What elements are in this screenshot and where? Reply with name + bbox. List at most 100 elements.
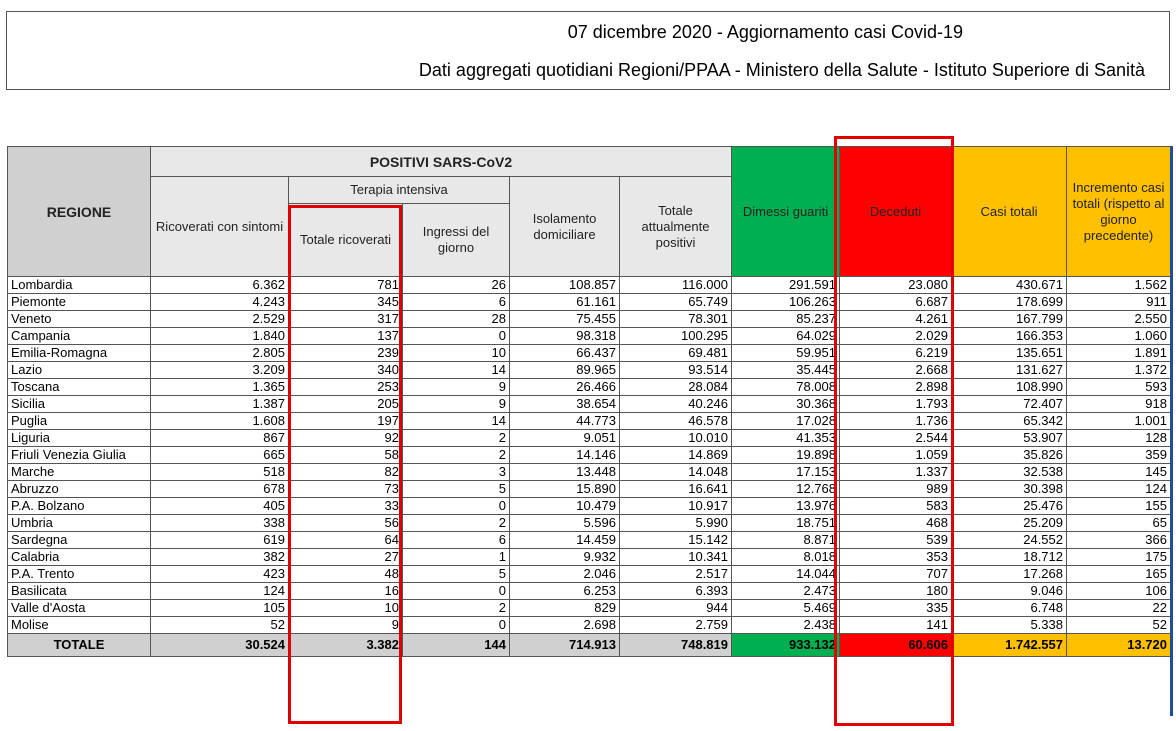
- cell-terapia: 82: [288, 463, 403, 481]
- header-casi: Casi totali: [951, 146, 1067, 277]
- cell-incremento: 918: [1066, 395, 1171, 413]
- cell-terapia: 64: [288, 531, 403, 549]
- cell-deceduti: 141: [839, 616, 952, 634]
- cell-ricoverati: 124: [150, 582, 289, 600]
- table-body: Lombardia 6.362 781 26 108.857 116.000 291.591…: [7, 276, 1171, 634]
- cell-casi: 25.476: [951, 497, 1067, 515]
- cell-positivi: 40.246: [619, 395, 732, 413]
- cell-dimessi: 30.368: [731, 395, 840, 413]
- cell-terapia: 33: [288, 497, 403, 515]
- cell-deceduti: 2.898: [839, 378, 952, 396]
- cell-regione: Friuli Venezia Giulia: [7, 446, 151, 464]
- cell-casi: 178.699: [951, 293, 1067, 311]
- cell-positivi: 78.301: [619, 310, 732, 328]
- cell-regione: Lazio: [7, 361, 151, 379]
- table-row: P.A. Bolzano 405 33 0 10.479 10.917 13.976 583 2…: [7, 497, 1171, 515]
- cell-deceduti: 6.687: [839, 293, 952, 311]
- cell-ingressi: 2: [402, 429, 510, 447]
- total-incremento: 13.720: [1066, 633, 1171, 657]
- table-row: Molise 52 9 0 2.698 2.759 2.438 141 5.338 52: [7, 616, 1171, 634]
- header-totale-positivi: Totale attualmente positivi: [619, 176, 732, 277]
- cell-dimessi: 19.898: [731, 446, 840, 464]
- cell-ricoverati: 678: [150, 480, 289, 498]
- cell-terapia: 48: [288, 565, 403, 583]
- cell-ingressi: 6: [402, 531, 510, 549]
- cell-isolamento: 9.051: [509, 429, 620, 447]
- cell-terapia: 27: [288, 548, 403, 566]
- cell-casi: 5.338: [951, 616, 1067, 634]
- cell-ricoverati: 338: [150, 514, 289, 532]
- total-terapia: 3.382: [288, 633, 403, 657]
- cell-incremento: 359: [1066, 446, 1171, 464]
- cell-deceduti: 707: [839, 565, 952, 583]
- cell-deceduti: 583: [839, 497, 952, 515]
- table-row: Campania 1.840 137 0 98.318 100.295 64.029 2.02…: [7, 327, 1171, 345]
- cell-regione: Piemonte: [7, 293, 151, 311]
- cell-positivi: 10.917: [619, 497, 732, 515]
- cell-deceduti: 1.337: [839, 463, 952, 481]
- cell-casi: 72.407: [951, 395, 1067, 413]
- cell-ricoverati: 105: [150, 599, 289, 617]
- cell-ingressi: 2: [402, 446, 510, 464]
- cell-ricoverati: 665: [150, 446, 289, 464]
- cell-incremento: 2.550: [1066, 310, 1171, 328]
- cell-dimessi: 12.768: [731, 480, 840, 498]
- table-row: Sardegna 619 64 6 14.459 15.142 8.871 539 24.552…: [7, 531, 1171, 549]
- header-ingressi: Ingressi del giorno: [402, 203, 510, 277]
- cell-positivi: 65.749: [619, 293, 732, 311]
- table-row: Toscana 1.365 253 9 26.466 28.084 78.008 2.898 1…: [7, 378, 1171, 396]
- header-regione: REGIONE: [7, 146, 151, 277]
- cell-ingressi: 26: [402, 276, 510, 294]
- cell-dimessi: 8.018: [731, 548, 840, 566]
- cell-regione: Liguria: [7, 429, 151, 447]
- table-row: Puglia 1.608 197 14 44.773 46.578 17.028 1.736 6…: [7, 412, 1171, 430]
- cell-deceduti: 353: [839, 548, 952, 566]
- cell-regione: Basilicata: [7, 582, 151, 600]
- cell-isolamento: 6.253: [509, 582, 620, 600]
- cell-casi: 131.627: [951, 361, 1067, 379]
- cell-positivi: 14.869: [619, 446, 732, 464]
- cell-terapia: 58: [288, 446, 403, 464]
- table-row: Liguria 867 92 2 9.051 10.010 41.353 2.544 53.90…: [7, 429, 1171, 447]
- cell-regione: Calabria: [7, 548, 151, 566]
- cell-casi: 65.342: [951, 412, 1067, 430]
- cell-ricoverati: 6.362: [150, 276, 289, 294]
- cell-ricoverati: 1.387: [150, 395, 289, 413]
- table-row: Lombardia 6.362 781 26 108.857 116.000 291.591…: [7, 276, 1171, 294]
- table-row: Piemonte 4.243 345 6 61.161 65.749 106.263 6.68…: [7, 293, 1171, 311]
- cell-regione: Campania: [7, 327, 151, 345]
- report-title: 07 dicembre 2020 - Aggiornamento casi Co…: [567, 22, 963, 42]
- cell-isolamento: 5.596: [509, 514, 620, 532]
- cell-deceduti: 2.544: [839, 429, 952, 447]
- cell-deceduti: 2.668: [839, 361, 952, 379]
- cell-incremento: 128: [1066, 429, 1171, 447]
- cell-regione: Sicilia: [7, 395, 151, 413]
- cell-terapia: 340: [288, 361, 403, 379]
- cell-incremento: 106: [1066, 582, 1171, 600]
- cell-isolamento: 9.932: [509, 548, 620, 566]
- cell-regione: P.A. Bolzano: [7, 497, 151, 515]
- cell-terapia: 92: [288, 429, 403, 447]
- cell-ricoverati: 2.805: [150, 344, 289, 362]
- cell-ingressi: 9: [402, 378, 510, 396]
- cell-positivi: 69.481: [619, 344, 732, 362]
- cell-ricoverati: 619: [150, 531, 289, 549]
- cell-terapia: 205: [288, 395, 403, 413]
- cell-ricoverati: 382: [150, 548, 289, 566]
- cell-casi: 24.552: [951, 531, 1067, 549]
- cell-isolamento: 98.318: [509, 327, 620, 345]
- total-ricoverati: 30.524: [150, 633, 289, 657]
- cell-terapia: 197: [288, 412, 403, 430]
- cell-regione: Toscana: [7, 378, 151, 396]
- cell-ingressi: 28: [402, 310, 510, 328]
- cell-ingressi: 1: [402, 548, 510, 566]
- table-row: Veneto 2.529 317 28 75.455 78.301 85.237 4.261 1…: [7, 310, 1171, 328]
- cell-terapia: 781: [288, 276, 403, 294]
- cell-incremento: 52: [1066, 616, 1171, 634]
- cell-incremento: 65: [1066, 514, 1171, 532]
- cell-ingressi: 0: [402, 616, 510, 634]
- cell-incremento: 1.562: [1066, 276, 1171, 294]
- cell-positivi: 10.341: [619, 548, 732, 566]
- cell-deceduti: 2.029: [839, 327, 952, 345]
- cell-isolamento: 10.479: [509, 497, 620, 515]
